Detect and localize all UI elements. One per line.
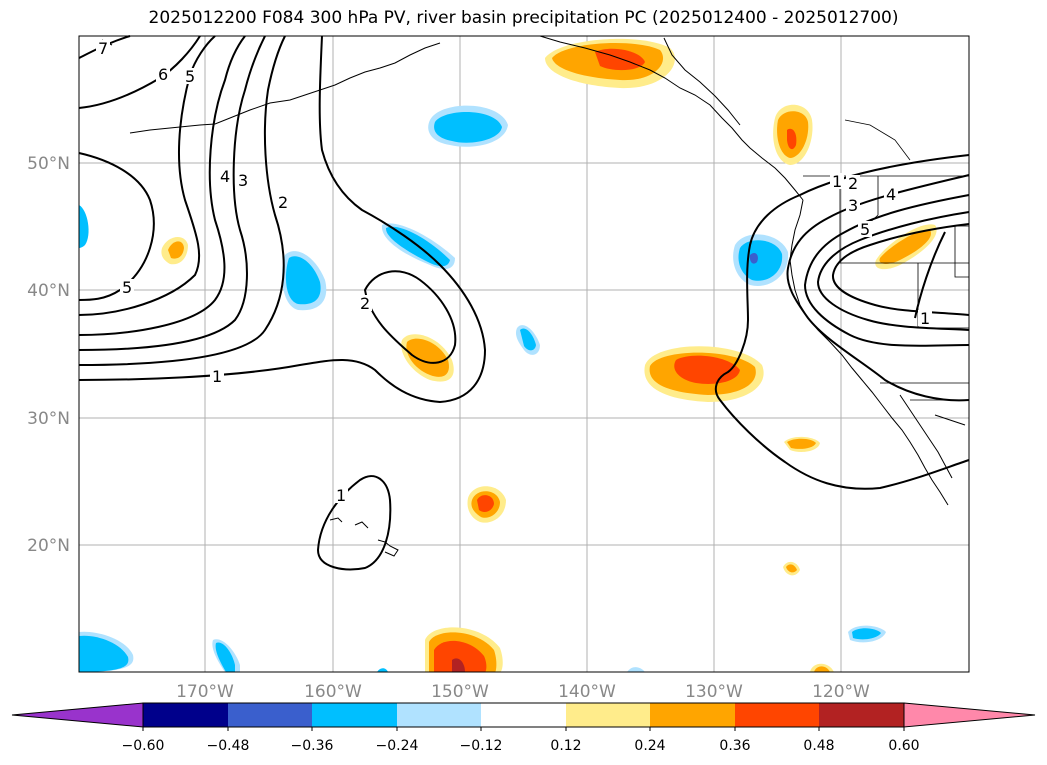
pv-contour-2 [78,35,286,366]
contour-label: 7 [98,39,108,58]
contour-label: 1 [920,309,930,328]
precip-shading [79,38,937,672]
pv-contour-1 [78,35,487,404]
contour-label: 4 [220,167,230,186]
lon-label: 120°W [812,682,870,702]
pv-contour-3 [78,35,266,351]
contour-label: 3 [238,171,248,190]
colorbar-tick-label: 0.24 [634,738,665,754]
map-panel [79,36,969,672]
lat-label: 30°N [27,409,70,429]
colorbar-segment [481,703,566,727]
colorbar-extend-high [903,702,1036,728]
contour-label: 2 [848,174,858,193]
contour-label: 6 [158,65,168,84]
colorbar-segment [735,703,819,727]
pv-contour-1-east [714,154,970,490]
colorbar-segment [650,703,735,727]
lat-label: 50°N [27,154,70,174]
colorbar-segment [312,703,397,727]
colorbar-tick-label: −0.48 [207,738,250,754]
contour-label: 3 [848,196,858,215]
contour-label: 1 [832,172,842,191]
lon-label: 140°W [558,682,616,702]
colorbar-extend-low [11,702,144,728]
contour-label: 5 [860,220,870,239]
lat-label: 20°N [27,536,70,556]
pv-contour-3-east [803,194,970,347]
contour-label: 5 [185,67,195,86]
colorbar: −0.60 −0.48 −0.36 −0.24 −0.12 0.12 0.24 … [11,702,1036,754]
contour-label: 5 [122,278,132,297]
colorbar-tick-label: 0.12 [550,738,581,754]
contour-labels: 7 6 5 4 3 2 5 2 1 1 1 2 3 4 5 1 [96,39,932,505]
colorbar-tick-label: 0.48 [803,738,834,754]
colorbar-tick-label: −0.36 [291,738,334,754]
colorbar-tick-label: 0.60 [888,738,919,754]
pv-contour-5-north [78,152,155,301]
pv-contour-4 [78,35,246,336]
colorbar-segment [566,703,650,727]
colorbar-segment [228,703,312,727]
lat-label: 40°N [27,281,70,301]
lon-label: 160°W [304,682,362,702]
map-title: 2025012200 F084 300 hPa PV, river basin … [148,8,899,28]
pv-contour-2-east [786,174,970,402]
lon-label: 170°W [176,682,234,702]
pv-contour-1-se [914,231,946,319]
map-border [78,35,970,673]
colorbar-tick-label: 0.36 [719,738,750,754]
colorbar-segment [397,703,481,727]
colorbar-segment [819,703,904,727]
pv-contour-4-east [816,211,970,331]
colorbar-tick-label: −0.60 [122,738,165,754]
colorbar-tick-label: −0.12 [460,738,503,754]
colorbar-segment [143,703,228,727]
contour-label: 1 [336,486,346,505]
contour-label: 2 [360,294,370,313]
pv-contour-2-loop [363,270,457,364]
lon-label: 150°W [431,682,489,702]
lon-label: 130°W [685,682,743,702]
colorbar-tick-label: −0.24 [376,738,419,754]
contour-label: 2 [278,193,288,212]
pv-contour-5-east [831,223,970,316]
contour-label: 1 [212,367,222,386]
contour-label: 4 [886,185,896,204]
